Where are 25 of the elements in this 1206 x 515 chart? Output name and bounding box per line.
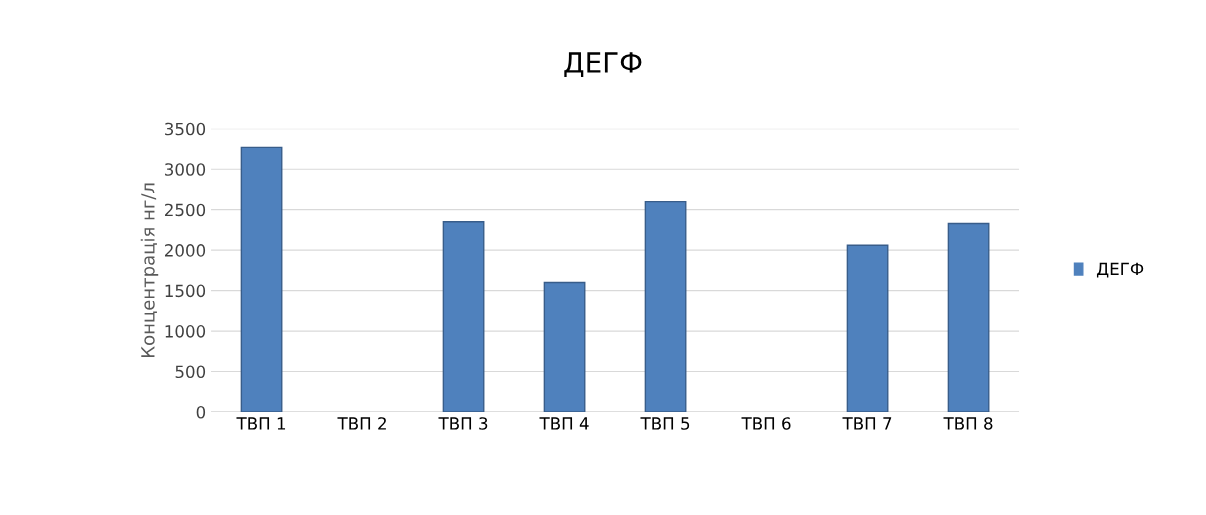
y-tick-label: 2000 — [164, 244, 206, 257]
x-tick-label: ТВП 6 — [741, 417, 791, 430]
bar — [543, 281, 586, 412]
bar — [240, 146, 283, 412]
x-tick-label: ТВП 5 — [640, 417, 690, 430]
x-tick-label: ТВП 4 — [539, 417, 589, 430]
y-tick-label: 0 — [196, 405, 206, 419]
bar — [442, 221, 485, 412]
y-tick-label: 1500 — [165, 284, 206, 298]
y-tick-label: 1000 — [165, 325, 206, 338]
x-tick-label: ТВП 8 — [943, 417, 993, 430]
y-axis-title: Концентрація нг/л — [140, 183, 159, 357]
x-tick-label: ТВП 2 — [337, 417, 386, 430]
bar — [947, 222, 990, 412]
legend-label: ДЕГФ — [1096, 262, 1144, 278]
x-tick-label: ТВП 1 — [236, 417, 286, 430]
x-tick-label: ТВП 7 — [842, 417, 892, 430]
y-tick-label: 2500 — [164, 203, 206, 217]
chart-title: ДЕГФ — [564, 52, 642, 77]
y-tick-label: 500 — [175, 365, 206, 379]
bar — [644, 200, 687, 412]
y-tick-label: 3000 — [165, 163, 206, 176]
bar — [846, 244, 889, 412]
x-tick-label: ТВП 3 — [438, 417, 488, 430]
y-tick-label: 3500 — [165, 122, 206, 136]
